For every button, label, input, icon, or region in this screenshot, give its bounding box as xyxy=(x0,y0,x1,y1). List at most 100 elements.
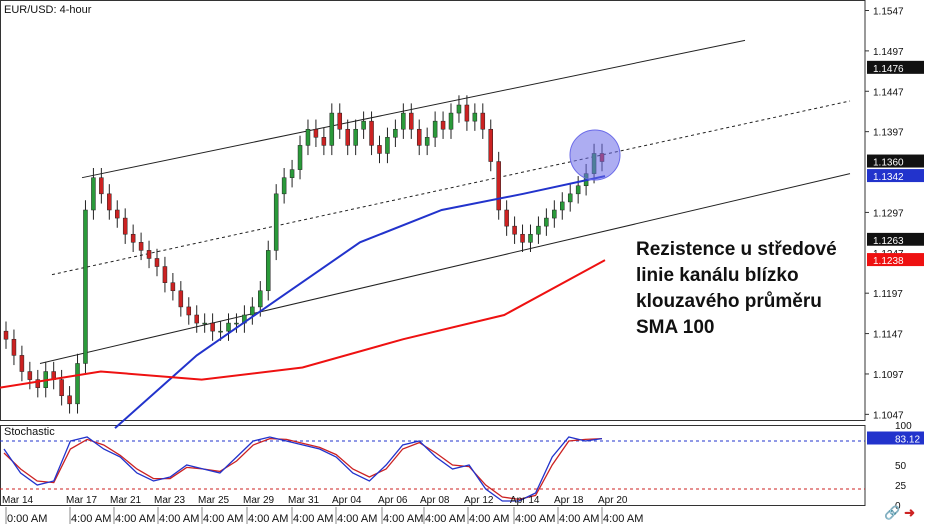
time-label: 4:00 AM xyxy=(469,513,509,525)
candle-body xyxy=(210,322,215,332)
candle-body xyxy=(265,250,271,292)
stoch-tick-label: 25 xyxy=(895,481,907,492)
candle-body xyxy=(11,338,17,356)
candle-body xyxy=(440,120,446,130)
price-marker-label: 1.1342 xyxy=(873,172,904,183)
price-marker-box xyxy=(867,169,924,183)
candle-body xyxy=(91,177,96,211)
time-label: 4:00 AM xyxy=(337,513,377,525)
stoch-k-line xyxy=(3,436,603,502)
candle-body xyxy=(512,225,517,235)
candle-body xyxy=(19,355,25,372)
candle-body xyxy=(361,120,366,130)
date-label: Mar 23 xyxy=(154,495,186,506)
candle-body xyxy=(464,104,470,122)
stoch-panel xyxy=(0,425,866,506)
time-label: 4:00 AM xyxy=(559,513,599,525)
candle-body xyxy=(520,233,525,243)
price-marker-box xyxy=(867,154,924,168)
stoch-title: Stochastic xyxy=(4,426,55,438)
highlight-circle xyxy=(569,129,621,181)
price-tick-label: 1.1097 xyxy=(873,370,904,381)
price-tick-label: 1.1547 xyxy=(873,7,904,18)
price-marker-box xyxy=(867,253,924,267)
candle-body xyxy=(552,209,557,219)
candle-body xyxy=(258,290,263,308)
candle-body xyxy=(130,233,136,243)
date-label: Mar 25 xyxy=(198,495,230,506)
candle-body xyxy=(313,128,319,138)
link-icon[interactable]: 🔗 xyxy=(884,505,901,520)
candle-body xyxy=(226,322,231,332)
candle-body xyxy=(170,282,176,292)
price-tick-label: 1.1197 xyxy=(873,289,903,300)
time-label: 4:00 AM xyxy=(383,513,423,525)
candle-body xyxy=(504,209,509,227)
candle-body xyxy=(67,395,72,405)
time-label: 4:00 AM xyxy=(159,513,199,525)
time-label: 0:00 AM xyxy=(7,513,47,525)
price-marker-label: 1.1263 xyxy=(873,236,904,247)
symbol-label: EUR/USD: 4-hour xyxy=(4,4,92,16)
date-label: Mar 14 xyxy=(2,495,34,506)
date-label: Apr 20 xyxy=(598,495,628,506)
price-tick-label: 1.1297 xyxy=(873,208,904,219)
candle-body xyxy=(281,177,287,195)
time-label: 4:00 AM xyxy=(515,513,555,525)
candle-body xyxy=(218,330,223,333)
date-label: Mar 29 xyxy=(243,495,275,506)
candle-body xyxy=(122,217,128,235)
candle-body xyxy=(186,306,192,316)
arrow-icon[interactable]: ➜ xyxy=(904,505,915,520)
candle-body xyxy=(488,128,493,162)
candle-body xyxy=(297,145,303,170)
candle-body xyxy=(162,266,168,283)
time-label: 4:00 AM xyxy=(603,513,643,525)
candle-body xyxy=(99,177,104,195)
time-label: 4:00 AM xyxy=(115,513,155,525)
candle-body xyxy=(567,193,573,203)
candle-body xyxy=(377,145,382,154)
candle-body xyxy=(115,209,120,219)
candle-body xyxy=(59,379,64,397)
candle-body xyxy=(369,120,374,146)
sma100-line xyxy=(114,175,606,429)
candle-body xyxy=(3,330,9,340)
channel-lower xyxy=(39,173,851,364)
candle-body xyxy=(27,371,33,380)
price-tick-label: 1.1447 xyxy=(873,87,904,98)
chart-icons: 🔗 ➜ xyxy=(884,505,915,521)
date-label: Apr 18 xyxy=(554,495,584,506)
channel-upper xyxy=(81,39,746,179)
channel-mid xyxy=(51,100,851,276)
candle-body xyxy=(337,112,343,130)
candle-body xyxy=(178,290,184,308)
price-marker-box xyxy=(867,232,924,246)
candle-body xyxy=(575,185,581,195)
stoch-tick-label: 100 xyxy=(895,421,912,432)
candle-body xyxy=(202,322,207,325)
stoch-marker-box xyxy=(867,431,924,445)
date-label: Apr 04 xyxy=(332,495,362,506)
date-label: Apr 12 xyxy=(464,495,494,506)
candle-body xyxy=(560,201,565,211)
candle-body xyxy=(194,314,199,324)
candle-body xyxy=(273,193,279,251)
candle-body xyxy=(35,379,41,388)
candle-body xyxy=(83,209,88,364)
time-label: 4:00 AM xyxy=(203,513,243,525)
candle-body xyxy=(250,306,255,316)
candle-body xyxy=(409,112,414,130)
date-label: Apr 08 xyxy=(420,495,450,506)
candle-body xyxy=(353,128,358,146)
date-label: Apr 14 xyxy=(510,495,540,506)
candle-body xyxy=(289,169,295,178)
price-marker-label: 1.1238 xyxy=(873,256,904,267)
candle-body xyxy=(305,128,311,146)
candle-body xyxy=(416,128,422,146)
annotation-text: Rezistence u středové linie kanálu blízk… xyxy=(636,239,837,338)
date-label: Mar 17 xyxy=(66,495,98,506)
candle-body xyxy=(234,322,239,325)
candle-body xyxy=(107,193,112,211)
